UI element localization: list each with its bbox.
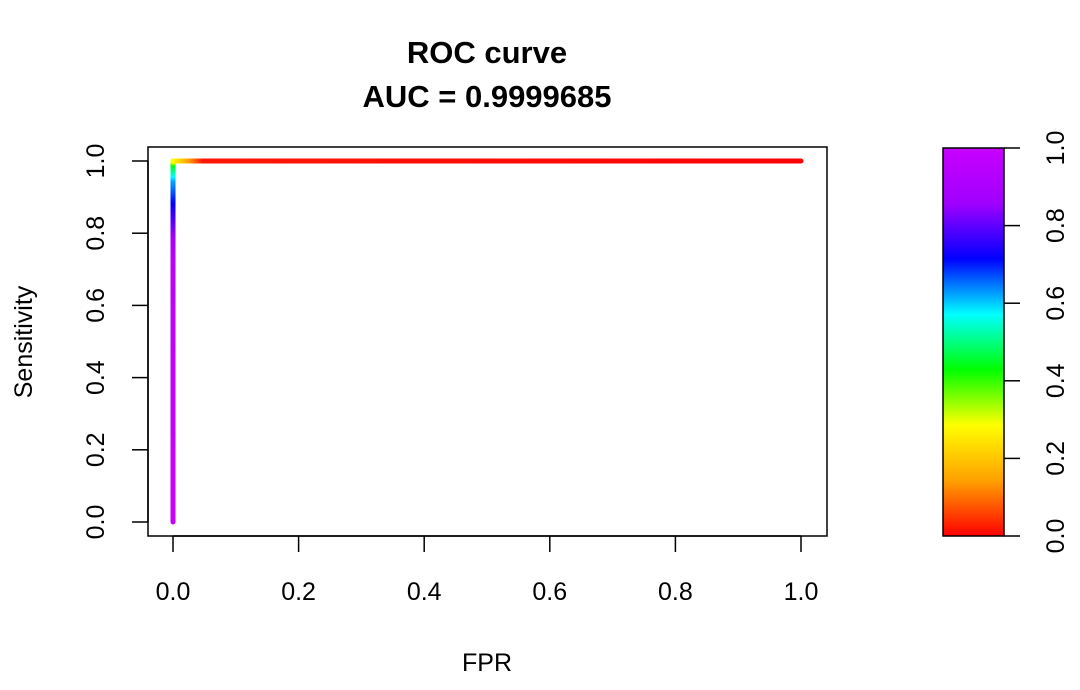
x-tick-label: 0.4 [407,578,442,606]
colorbar-tick-label: 0.8 [1042,208,1070,243]
x-tick-label: 0.2 [281,578,316,606]
colorbar-axis: 0.0 0.2 0.4 0.6 0.8 1.0 [1004,131,1070,554]
y-axis-label: Sensitivity [10,285,38,398]
y-tick-label: 0.2 [82,432,110,467]
x-tick-label: 0.0 [156,578,191,606]
x-tick-label: 0.6 [532,578,567,606]
y-tick-label: 1.0 [82,144,110,179]
y-tick-label: 0.4 [82,360,110,395]
chart-subtitle: AUC = 0.9999685 [362,79,611,114]
x-axis: 0.0 0.2 0.4 0.6 0.8 1.0 [156,535,819,606]
plot-frame [147,146,828,537]
colorbar-tick-label: 0.2 [1042,441,1070,476]
colorbar-tick-label: 0.0 [1042,519,1070,554]
x-axis-label: FPR [462,649,512,677]
colorbar-tick-label: 0.6 [1042,286,1070,321]
y-tick-label: 0.8 [82,216,110,251]
roc-curve [170,158,804,525]
y-axis: 0.0 0.2 0.4 0.6 0.8 1.0 [82,144,149,540]
x-tick-label: 1.0 [784,578,819,606]
colorbar [942,147,1005,537]
colorbar-tick-label: 1.0 [1042,131,1070,166]
colorbar-tick-label: 0.4 [1042,363,1070,398]
chart-title: ROC curve [407,35,567,70]
y-tick-label: 0.0 [82,505,110,540]
y-tick-label: 0.6 [82,288,110,323]
x-tick-label: 0.8 [658,578,693,606]
